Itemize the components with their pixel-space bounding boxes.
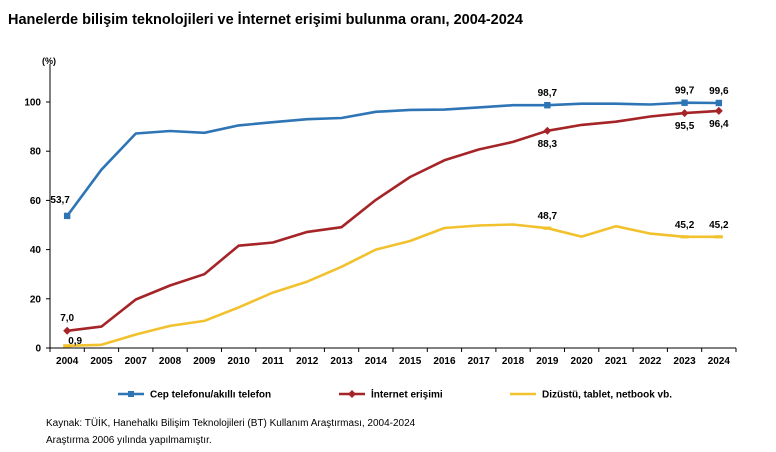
data-point: [63, 326, 72, 335]
y-tick-label: 80: [30, 147, 42, 158]
legend-label: İnternet erişimi: [371, 388, 443, 401]
data-label: 99,7: [675, 86, 695, 97]
x-tick-label: 2004: [56, 356, 79, 367]
x-tick-label: 2013: [330, 356, 353, 367]
data-labels: 53,7 98,7 99,7 99,6 7,0 88,3 95,5 96,4 0,9 48,7 45…: [50, 86, 729, 347]
x-tick-label: 2020: [571, 356, 594, 367]
series-line: [65, 223, 721, 348]
legend: Cep telefonu/akıllı telefon İnternet eriş…: [118, 388, 672, 401]
x-tick-label: 2021: [605, 356, 628, 367]
x-tick-label: 2019: [536, 356, 559, 367]
x-tick-label: 2017: [468, 356, 491, 367]
data-label: 45,2: [675, 220, 695, 231]
survey-note: Araştırma 2006 yılında yapılmamıştır.: [46, 435, 212, 446]
legend-swatch-marker: [128, 391, 134, 397]
data-point: [714, 235, 723, 239]
x-tick-label: 2014: [365, 356, 388, 367]
y-tick-label: 20: [30, 294, 42, 305]
data-label: 95,5: [675, 121, 695, 132]
data-point: [543, 126, 552, 135]
y-tick-label: 0: [35, 344, 41, 355]
x-tick-label: 2018: [502, 356, 525, 367]
data-label: 7,0: [60, 313, 74, 324]
x-tick-label: 2022: [639, 356, 662, 367]
source-note: Kaynak: TÜİK, Hanehalkı Bilişim Teknoloj…: [46, 416, 416, 429]
legend-swatch-marker: [348, 390, 356, 398]
data-point: [680, 235, 689, 239]
x-tick-label: 2023: [673, 356, 696, 367]
data-point: [63, 212, 71, 220]
data-point: [681, 99, 688, 106]
y-axis: (%) 0 20 40 60 80 100: [24, 56, 56, 355]
data-point: [543, 226, 552, 230]
data-label: 98,7: [538, 88, 558, 99]
data-label: 88,3: [538, 139, 558, 150]
y-tick-label: 100: [24, 98, 41, 109]
y-tick-label: 60: [30, 196, 42, 207]
data-point: [544, 101, 551, 109]
data-point: [680, 109, 689, 118]
data-point: [714, 106, 723, 115]
data-label: 48,7: [538, 211, 558, 222]
series-line: [65, 101, 721, 218]
x-tick-label: 2012: [296, 356, 319, 367]
series-line: [65, 109, 721, 333]
x-tick-label: 2007: [125, 356, 148, 367]
data-label: 0,9: [68, 336, 82, 347]
x-tick-label: 2005: [90, 356, 113, 367]
x-tick-label: 2011: [262, 356, 284, 367]
data-label: 53,7: [50, 195, 70, 206]
x-tick-label: 2008: [159, 356, 182, 367]
data-label: 99,6: [709, 86, 729, 97]
x-tick-label: 2024: [708, 356, 731, 367]
series-lines: [63, 99, 723, 348]
data-label: 45,2: [709, 220, 729, 231]
data-point: [63, 344, 72, 348]
x-tick-label: 2009: [193, 356, 216, 367]
y-tick-label: 40: [30, 245, 42, 256]
y-axis-unit: (%): [42, 56, 56, 66]
x-axis: 2004 2005 2007 2008 2009 2010 2011 2012 2013 2014…: [49, 347, 737, 367]
data-point: [715, 99, 723, 107]
legend-label: Dizüstü, tablet, netbook vb.: [542, 390, 672, 401]
data-label: 96,4: [709, 119, 729, 130]
legend-label: Cep telefonu/akıllı telefon: [150, 390, 271, 401]
chart-title: Hanelerde bilişim teknolojileri ve İnter…: [8, 11, 523, 28]
x-tick-label: 2016: [433, 356, 456, 367]
x-tick-label: 2010: [228, 356, 251, 367]
x-tick-label: 2015: [399, 356, 422, 367]
